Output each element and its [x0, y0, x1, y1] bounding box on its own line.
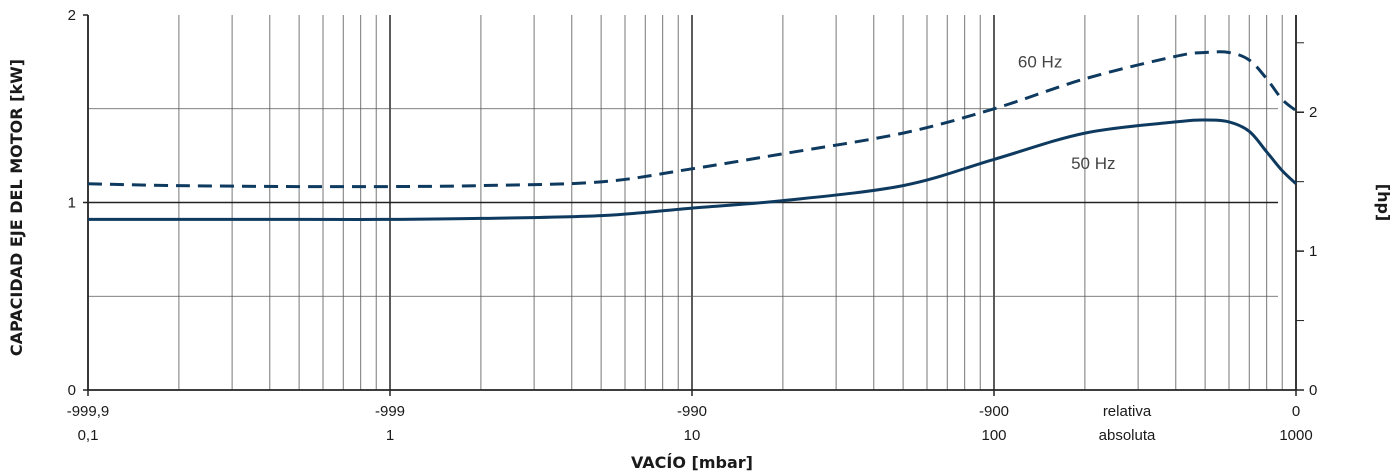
- series-label-60hz: 60 Hz: [1018, 53, 1062, 72]
- x-tick-label-absolute: 10: [684, 427, 701, 444]
- x-tick-label-relative: -999,9: [67, 403, 110, 420]
- y-axis-title: CAPACIDAD EJE DEL MOTOR [kW]: [7, 59, 26, 356]
- x-tick-label-relative: -999: [375, 403, 405, 420]
- x-tick-label-absolute: 100: [981, 427, 1006, 444]
- x-tick-label-absolute: 1000: [1279, 427, 1312, 444]
- y-tick-label: 1: [68, 195, 76, 212]
- x-tick-label-relative: -900: [979, 403, 1009, 420]
- x-tick-label-absolute: 1: [386, 427, 394, 444]
- axes: 012012-999,90,1-9991-99010-90010001000re…: [67, 7, 1318, 444]
- x-tick-label-absolute: 0,1: [78, 427, 99, 444]
- series-layer: [87, 50, 1298, 221]
- x-tick-label-relative: 0: [1292, 403, 1300, 420]
- x-tick-label-relative: -990: [677, 403, 707, 420]
- y2-axis-title: [hp]: [1374, 184, 1393, 221]
- y2-tick-label: 1: [1309, 243, 1317, 260]
- x-scale-label-relative: relativa: [1103, 403, 1152, 420]
- y-tick-label: 0: [68, 382, 76, 399]
- labels-layer: VACÍO [mbar] CAPACIDAD EJE DEL MOTOR [kW]…: [7, 53, 1393, 473]
- x-scale-label-absolute: absoluta: [1099, 427, 1156, 444]
- grid: [88, 15, 1283, 390]
- series-line-50-hz: [87, 118, 1298, 221]
- x-axis-title: VACÍO [mbar]: [631, 453, 753, 472]
- y2-tick-label: 0: [1309, 382, 1317, 399]
- series-label-50hz: 50 Hz: [1071, 154, 1115, 173]
- y2-tick-label: 2: [1309, 104, 1317, 121]
- series-line-60-hz: [87, 50, 1297, 189]
- y-tick-label: 2: [68, 7, 76, 24]
